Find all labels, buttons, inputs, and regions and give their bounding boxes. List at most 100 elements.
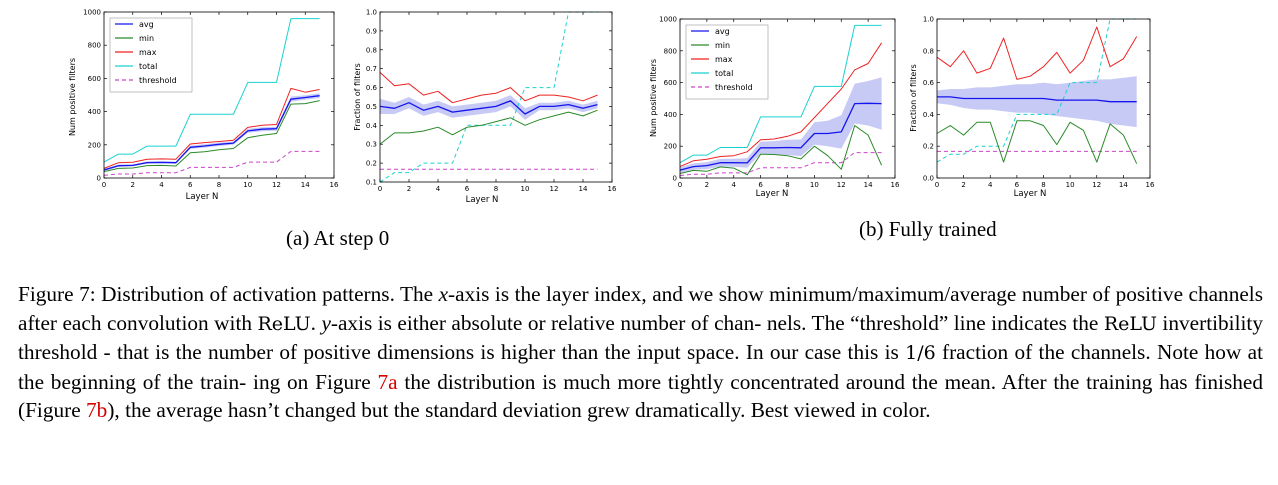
x-tick-label: 2 — [131, 181, 135, 189]
y-tick-label: 0.0 — [923, 175, 934, 183]
y-tick-label: 0.9 — [366, 27, 377, 35]
legend-label-avg: avg — [139, 20, 154, 29]
x-tick-label: 10 — [1066, 181, 1075, 189]
plot-b-count-svg: 0 2 4 6 8 10 12 14 16 0 200 400 600 800 1000 Layer N Num… — [649, 16, 900, 200]
y-tick-label: 800 — [88, 42, 101, 50]
x-tick-label: 4 — [988, 181, 993, 189]
x-tick-label: 14 — [579, 185, 588, 193]
x-tick-label: 16 — [608, 185, 617, 193]
figure-ref-7b-link[interactable]: 7b — [86, 398, 108, 423]
x-tick-label: 0 — [935, 181, 939, 189]
caption-text: . — [310, 310, 322, 335]
y-tick-label: 0.2 — [923, 143, 934, 151]
x-tick-label: 6 — [465, 185, 470, 193]
x-tick-label: 16 — [1146, 181, 1155, 189]
series-total-line — [379, 11, 598, 183]
legend-label-min: min — [715, 41, 730, 50]
x-tick-label: 16 — [891, 181, 900, 189]
x-axis-label: Layer N — [1014, 189, 1047, 199]
caption-text: Figure 7: Distribution of activation pat… — [18, 282, 439, 306]
y-tick-label: 0.4 — [366, 122, 378, 130]
y-tick-label: 0.8 — [923, 47, 934, 55]
plot-frame — [936, 18, 1151, 179]
caption-text: number of positive channels after each c… — [18, 282, 1264, 335]
y-tick-label: 0.4 — [923, 111, 935, 119]
x-axis-label: Layer N — [186, 192, 219, 202]
x-tick-label: 8 — [1041, 181, 1045, 189]
legend-label-threshold: threshold — [139, 76, 177, 85]
x-tick-label: 0 — [678, 181, 682, 189]
x-tick-label: 12 — [837, 181, 846, 189]
y-tick-label: 600 — [88, 75, 101, 83]
caption-text: ing on Figure — [253, 369, 378, 394]
x-tick-label: 2 — [407, 185, 411, 193]
x-tick-label: 8 — [785, 181, 789, 189]
legend-label-avg: avg — [715, 27, 730, 36]
x-tick-label: 6 — [188, 181, 193, 189]
plot-frame — [679, 18, 896, 179]
x-axis-label: Layer N — [466, 195, 499, 205]
subfigure-caption-b: (b) Fully trained — [859, 217, 997, 241]
y-axis-label: Fraction of filters — [353, 63, 362, 131]
x-tick-label: 12 — [550, 185, 559, 193]
series-min-line — [379, 109, 598, 145]
x-tick-label: 10 — [243, 181, 252, 189]
y-tick-label: 0.7 — [366, 65, 377, 73]
y-tick-label: 400 — [664, 111, 677, 119]
plot-a-fraction-svg: 0 2 4 6 8 10 12 14 16 0.1 0.2 0.3 0.4 0.5 0.6 0.7 0.8 0.9… — [353, 9, 617, 206]
y-tick-label: 0.3 — [366, 141, 377, 149]
series-avg-std-band — [937, 76, 1137, 128]
caption-text: invertibility threshold - that is the nu… — [18, 310, 1263, 365]
y-tick-label: 1000 — [83, 9, 101, 17]
y-axis-label: Num positive filters — [649, 59, 658, 137]
y-axis-label: Num positive filters — [68, 58, 77, 136]
x-tick-label: 12 — [272, 181, 281, 189]
caption-text: nels. The “threshold” line indicates the — [766, 310, 1104, 335]
plot-a-count-svg: 0 2 4 6 8 10 12 14 16 0 200 400 600 800 1000 Layer N Num… — [68, 9, 339, 203]
x-tick-label: 14 — [1119, 181, 1128, 189]
figure-ref-7a-link[interactable]: 7a — [377, 369, 398, 394]
caption-text: ), the average hasn’t changed but the st… — [107, 398, 931, 423]
plot-frame — [379, 11, 613, 183]
plot-a-fraction: 0 2 4 6 8 10 12 14 16 0.1 0.2 0.3 0.4 0.5 0.6 0.7 0.8 0.9… — [352, 0, 620, 215]
y-tick-label: 1.0 — [366, 9, 377, 17]
legend-label-max: max — [715, 55, 733, 64]
series-avg-line — [103, 95, 320, 171]
series-threshold-line — [103, 150, 320, 176]
caption-text: (Figure — [18, 398, 87, 423]
x-tick-label: 2 — [961, 181, 965, 189]
x-tick-label: 8 — [494, 185, 498, 193]
series-total-line — [103, 18, 320, 163]
caption-relu: ReLU — [1103, 312, 1157, 335]
plot-b-count: 0 2 4 6 8 10 12 14 16 0 200 400 600 800 1000 Layer N Num… — [649, 0, 902, 215]
y-tick-label: 0.1 — [366, 179, 377, 187]
series-max-line — [379, 72, 598, 104]
plot-a-count: 0 2 4 6 8 10 12 14 16 0 200 400 600 800 1000 Layer N Num… — [68, 0, 340, 215]
series-min-line — [103, 100, 320, 173]
x-tick-label: 8 — [217, 181, 221, 189]
y-axis-label: Fraction of filters — [909, 64, 918, 132]
y-tick-label: 600 — [664, 79, 677, 87]
y-tick-label: 400 — [88, 108, 101, 116]
x-tick-label: 4 — [436, 185, 441, 193]
series-max-line — [103, 87, 320, 169]
legend-label-total: total — [139, 62, 157, 71]
x-tick-label: 0 — [102, 181, 106, 189]
y-tick-label: 800 — [664, 47, 677, 55]
series-total-line — [936, 18, 1137, 163]
legend-label-min: min — [139, 34, 154, 43]
x-axis-label: Layer N — [756, 189, 789, 199]
x-tick-label: 0 — [378, 185, 382, 193]
caption-x-var: x — [438, 282, 449, 306]
x-tick-label: 16 — [330, 181, 339, 189]
series-max-line — [936, 26, 1138, 80]
y-tick-label: 0 — [673, 175, 677, 183]
series-avg-line — [937, 96, 1137, 103]
x-tick-label: 6 — [1015, 181, 1020, 189]
caption-text: -axis is either absolute or relative num… — [330, 310, 762, 335]
x-tick-label: 4 — [159, 181, 164, 189]
series-total-line — [679, 24, 882, 164]
y-tick-label: 0.2 — [366, 160, 377, 168]
caption-y-var: y — [321, 310, 331, 335]
y-tick-label: 200 — [88, 141, 101, 149]
